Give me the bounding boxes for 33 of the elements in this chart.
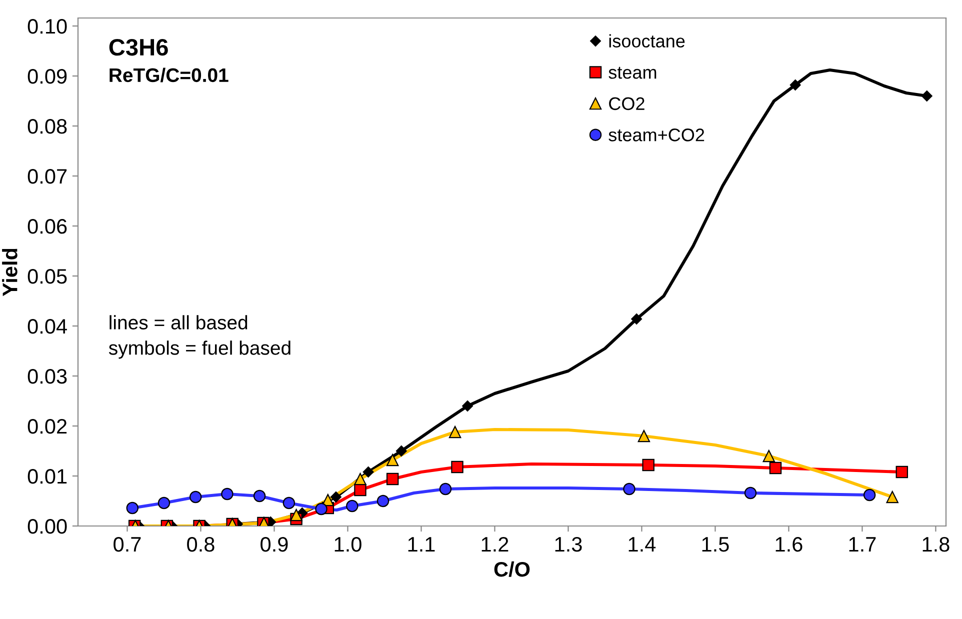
x-tick-label: 1.7 xyxy=(849,537,876,552)
annotation: symbols = fuel based xyxy=(108,340,290,359)
y-tick-label: 0.07 xyxy=(28,169,67,184)
y-tick-label: 0.06 xyxy=(28,219,67,234)
x-tick-label: 0.8 xyxy=(187,536,214,552)
y-tick-label: 0.02 xyxy=(28,419,67,434)
y-tick-label: 0.00 xyxy=(28,519,67,534)
legend-label: isooctane xyxy=(609,34,685,48)
annotation: ReTG/C=0.01 xyxy=(110,68,228,82)
legend-label: steam+CO2 xyxy=(608,128,704,142)
y-tick-label: 0.05 xyxy=(28,269,67,284)
y-tick-label: 0.10 xyxy=(28,19,67,34)
y-tick-label: 0.09 xyxy=(28,69,67,84)
legend-label: steam xyxy=(608,66,656,79)
x-tick-label: 1.0 xyxy=(334,536,362,552)
y-tick-label: 0.08 xyxy=(28,119,67,134)
y-tick-label: 0.04 xyxy=(28,319,67,334)
x-tick-label: 1.8 xyxy=(922,536,950,552)
x-tick-label: 0.9 xyxy=(260,536,288,552)
annotation: C3H6 xyxy=(109,38,168,56)
x-tick-label: 1.6 xyxy=(776,536,802,552)
x-tick-label: 0.7 xyxy=(114,536,141,552)
x-axis-title: C/O xyxy=(494,561,530,577)
x-tick-label: 1.1 xyxy=(408,537,435,552)
legend-label: CO2 xyxy=(609,97,644,110)
y-tick-label: 0.03 xyxy=(28,369,67,384)
y-tick-label: 0.01 xyxy=(28,469,67,484)
x-tick-label: 1.2 xyxy=(482,536,508,552)
x-tick-label: 1.5 xyxy=(702,537,729,552)
y-axis-title: Yield xyxy=(2,248,18,296)
x-tick-label: 1.4 xyxy=(628,537,656,552)
x-tick-label: 1.3 xyxy=(555,536,582,552)
annotation: lines = all based xyxy=(110,315,248,330)
